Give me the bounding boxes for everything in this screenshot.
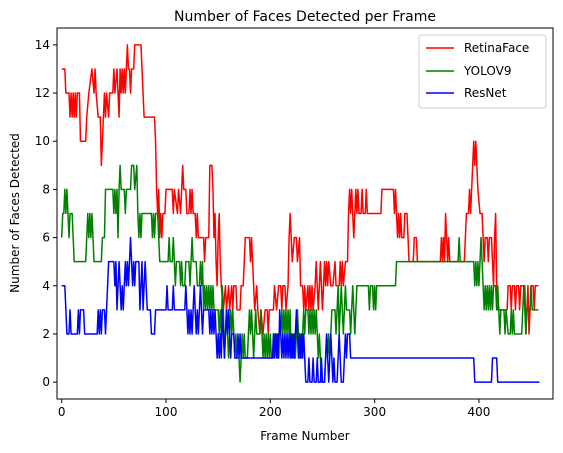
plot-lines bbox=[60, 44, 540, 383]
x-axis: 0 100 200 300 400 bbox=[58, 399, 490, 419]
y-tick-label: 4 bbox=[42, 279, 50, 293]
legend-label-retinaface: RetinaFace bbox=[464, 41, 529, 55]
legend-label-yolov9: YOLOV9 bbox=[463, 64, 511, 78]
y-axis: 0 2 4 6 8 10 12 14 bbox=[35, 38, 57, 389]
x-tick-label: 100 bbox=[155, 405, 178, 419]
series-line-retinaface bbox=[61, 44, 539, 335]
x-tick-label: 300 bbox=[363, 405, 386, 419]
series-line-resnet bbox=[61, 236, 540, 383]
plot-frame bbox=[56, 27, 554, 400]
y-axis-label: Number of Faces Detected bbox=[8, 133, 22, 293]
x-tick-label: 0 bbox=[58, 405, 66, 419]
y-tick-label: 14 bbox=[35, 38, 50, 52]
legend: RetinaFace YOLOV9 ResNet bbox=[418, 34, 547, 109]
y-tick-label: 6 bbox=[42, 231, 50, 245]
x-tick-label: 200 bbox=[259, 405, 282, 419]
y-tick-label: 12 bbox=[35, 86, 50, 100]
y-tick-label: 2 bbox=[42, 327, 50, 341]
legend-box bbox=[418, 34, 547, 109]
legend-label-resnet: ResNet bbox=[464, 86, 507, 100]
x-tick-label: 400 bbox=[467, 405, 490, 419]
x-axis-label: Frame Number bbox=[260, 429, 349, 443]
y-tick-label: 0 bbox=[42, 375, 50, 389]
chart-title: Number of Faces Detected per Frame bbox=[174, 9, 436, 25]
y-tick-label: 10 bbox=[35, 134, 50, 148]
y-tick-label: 8 bbox=[42, 182, 50, 196]
